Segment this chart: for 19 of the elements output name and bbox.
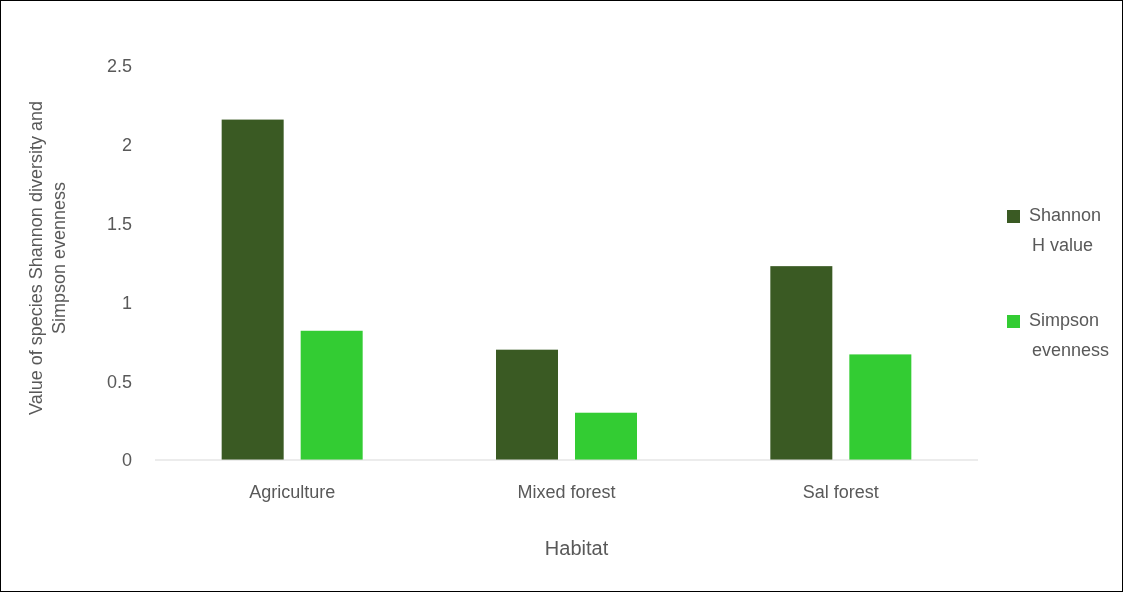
y-axis-title: Value of species Shannon diversity and Simpson evenness bbox=[26, 101, 69, 415]
x-axis-title: Habitat bbox=[544, 537, 609, 559]
bar bbox=[221, 119, 284, 460]
x-tick-label: Agriculture bbox=[249, 482, 336, 502]
y-tick-label: 1.5 bbox=[106, 213, 132, 234]
x-tick-label: Mixed forest bbox=[517, 482, 616, 502]
y-tick-label: 2 bbox=[121, 135, 132, 156]
bar bbox=[496, 349, 558, 460]
legend-label: Simpson evenness bbox=[1029, 310, 1110, 361]
bar bbox=[849, 354, 912, 460]
y-tick-label: 0 bbox=[121, 450, 132, 471]
y-tick-label: 1 bbox=[121, 292, 132, 313]
bar bbox=[300, 330, 363, 460]
bar bbox=[575, 412, 637, 460]
legend-label: Shannon H value bbox=[1029, 205, 1102, 256]
y-tick-label: 0.5 bbox=[106, 371, 132, 392]
bar bbox=[770, 266, 833, 460]
y-tick-label: 2.5 bbox=[106, 56, 132, 77]
x-tick-label: Sal forest bbox=[802, 482, 879, 502]
